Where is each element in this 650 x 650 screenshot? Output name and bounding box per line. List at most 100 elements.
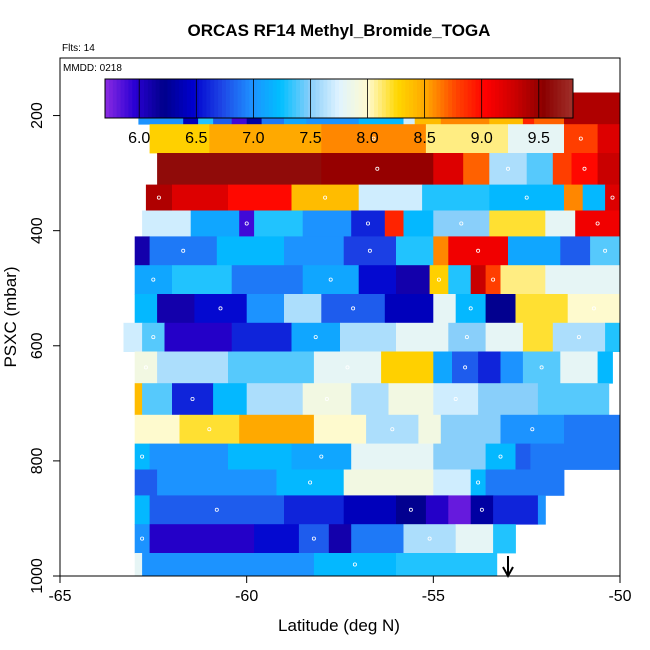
colorbar-swatch — [354, 79, 359, 118]
colorbar-swatch — [444, 79, 449, 118]
colorbar-swatch — [456, 79, 461, 118]
colorbar-swatch — [253, 79, 258, 118]
colorbar: 6.0 6.5 7.0 7.5 8.0 8.5 9.0 9.5 — [104, 78, 574, 147]
sample-point — [491, 277, 496, 282]
colorbar-swatch — [358, 79, 363, 118]
colorbar-swatch — [545, 79, 551, 118]
heatmap-cell — [448, 265, 472, 295]
colorbar-swatch — [432, 79, 437, 118]
heatmap-cell — [194, 294, 248, 324]
heatmap-cell — [190, 210, 240, 237]
colorbar-swatch — [378, 79, 383, 118]
colorbar-swatch — [159, 79, 164, 118]
sample-point — [582, 166, 587, 171]
sample-point — [530, 427, 535, 432]
heatmap-cell — [489, 153, 527, 186]
sample-point — [244, 221, 249, 226]
colorbar-swatch — [249, 79, 254, 118]
heatmap-cell — [485, 294, 516, 324]
colorbar-swatch — [171, 79, 176, 118]
colorbar-swatch — [565, 79, 570, 118]
heatmap-cell — [455, 524, 494, 554]
colorbar-tick-label: 6.0 — [128, 130, 150, 147]
heatmap-cell — [351, 210, 386, 237]
heatmap-cell — [351, 443, 434, 470]
heatmap-cell — [448, 495, 472, 525]
colorbar-swatch — [498, 79, 504, 118]
sample-point — [476, 480, 481, 485]
colorbar-swatch — [487, 79, 492, 118]
colorbar-swatch — [350, 79, 356, 118]
heatmap-cell — [396, 236, 434, 266]
heatmap-cell — [142, 383, 173, 416]
heatmap-cell — [239, 414, 315, 444]
x-axis: -65 -60 -55 -50 — [48, 576, 632, 605]
heatmap-cell — [493, 524, 516, 554]
colorbar-swatch — [401, 79, 406, 118]
sample-point — [479, 507, 484, 512]
colorbar-swatch — [413, 79, 418, 118]
colorbar-swatch — [417, 79, 422, 118]
colorbar-swatch — [222, 79, 227, 118]
colorbar-swatch — [315, 79, 320, 118]
heatmap-cell — [560, 351, 598, 384]
sample-point — [408, 507, 413, 512]
heatmap-cell — [425, 495, 449, 525]
colorbar-swatch — [183, 79, 188, 118]
colorbar-tick-label: 8.5 — [413, 130, 435, 147]
sample-point — [463, 365, 468, 370]
sample-point — [324, 396, 329, 401]
heatmap-cell — [123, 322, 143, 352]
colorbar-swatch — [385, 79, 391, 118]
y-tick-label: 400 — [29, 217, 46, 244]
sample-point — [351, 306, 356, 311]
colorbar-swatch — [319, 79, 324, 118]
heatmap-cell — [298, 524, 330, 554]
colorbar-swatch — [272, 79, 278, 118]
colorbar-swatch — [105, 79, 110, 118]
heatmap-cell — [231, 265, 303, 295]
colorbar-swatch — [440, 79, 445, 118]
heatmap-cell — [302, 265, 360, 295]
colorbar-swatch — [296, 79, 301, 118]
heatmap-cell — [321, 124, 427, 154]
heatmap-cell — [396, 322, 449, 352]
colorbar-swatch — [280, 79, 285, 118]
sample-point — [365, 221, 370, 226]
colorbar-swatch — [483, 79, 488, 118]
colorbar-swatch — [569, 79, 574, 118]
heatmap-cell — [545, 210, 576, 237]
colorbar-swatch — [147, 79, 153, 118]
colorbar-swatch — [167, 79, 172, 118]
heatmap-cell — [321, 153, 434, 186]
heatmap-cell — [302, 210, 352, 237]
colorbar-swatch — [140, 79, 145, 118]
heatmap-cell — [485, 265, 501, 295]
heatmap-cell — [418, 414, 442, 444]
colorbar-swatch — [366, 79, 371, 118]
colorbar-swatch — [420, 79, 426, 118]
heatmap-cell — [381, 351, 434, 384]
sample-point — [375, 166, 380, 171]
y-axis-label: PSXC (mbar) — [1, 266, 20, 367]
sample-point — [436, 277, 441, 282]
heatmap-cell — [522, 322, 554, 352]
heatmap-cell — [343, 236, 397, 266]
sample-point — [595, 221, 600, 226]
colorbar-swatch — [327, 79, 332, 118]
colorbar-swatch — [303, 79, 309, 118]
heatmap-cell — [157, 153, 322, 186]
colorbar-swatch — [522, 79, 527, 118]
colorbar-swatch — [155, 79, 161, 118]
heatmap-cell — [463, 153, 490, 186]
heatmap-cell — [291, 184, 360, 211]
colorbar-swatch — [190, 79, 196, 118]
colorbar-tick-label: 8.0 — [356, 130, 378, 147]
colorbar-swatch — [245, 79, 250, 118]
heatmap-cell — [396, 265, 430, 295]
colorbar-swatch — [163, 79, 168, 118]
colorbar-swatch — [257, 79, 262, 118]
heatmap-cell — [313, 553, 397, 577]
colorbar-swatch — [467, 79, 473, 118]
colorbar-swatch — [198, 79, 203, 118]
